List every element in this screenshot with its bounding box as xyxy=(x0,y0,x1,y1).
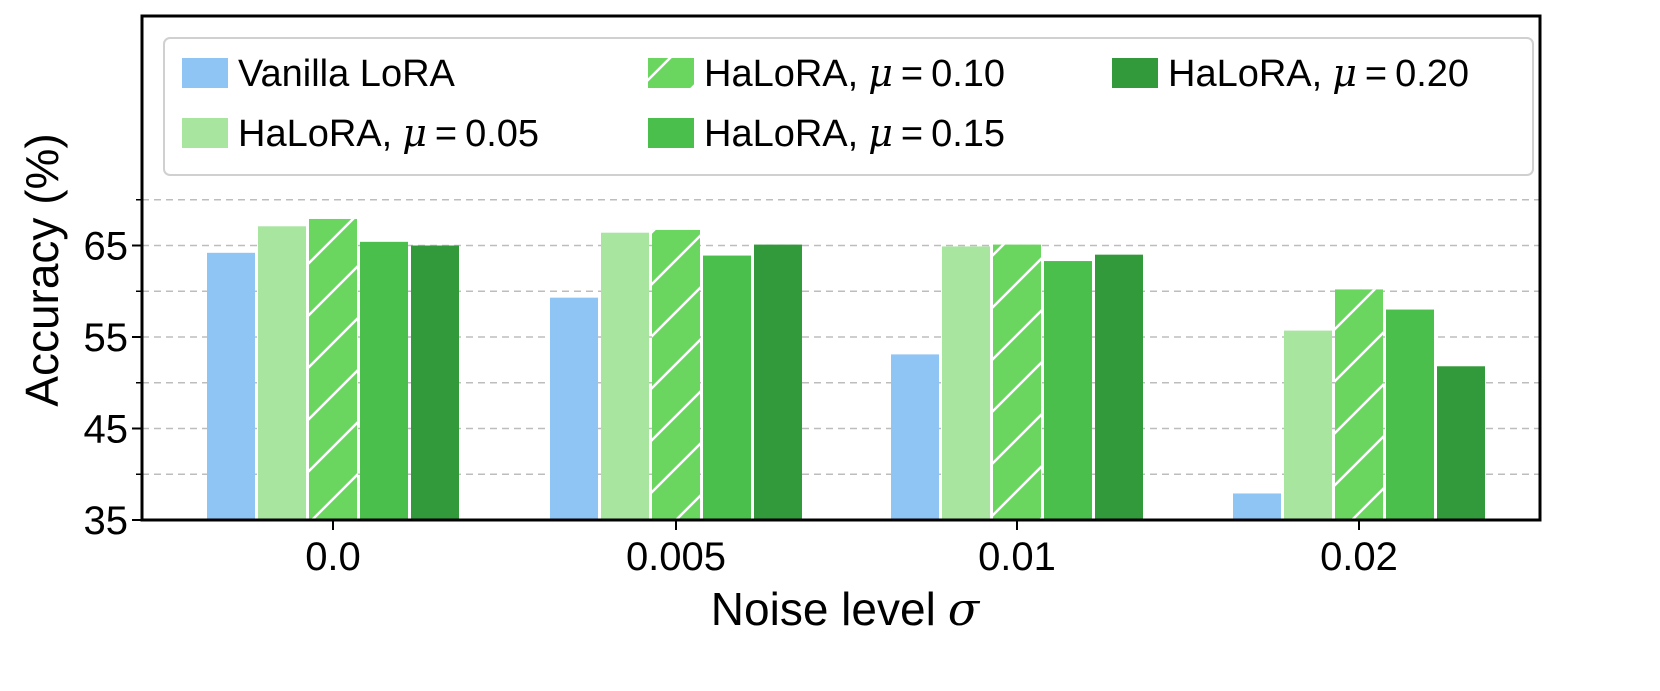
x-tick-label: 0.01 xyxy=(978,535,1056,579)
bar xyxy=(1437,366,1485,520)
bar xyxy=(1284,330,1332,520)
bar xyxy=(1386,309,1434,520)
legend-entry-mu-value: 0.20 xyxy=(1395,53,1469,95)
bar xyxy=(601,232,649,520)
legend-entry-mu-symbol: μ xyxy=(1332,51,1357,95)
legend-entry-mu-symbol: μ xyxy=(402,111,427,155)
axes-layer: 35 45 55 65 0.0 0.005 0.01 0.02 xyxy=(84,14,1542,579)
bar-hatch xyxy=(993,244,1041,520)
bar xyxy=(207,252,255,520)
legend-swatch-hatch xyxy=(648,58,694,88)
y-tick-label: 65 xyxy=(84,225,129,269)
y-tick-label: 55 xyxy=(84,316,129,360)
y-tick-label: 35 xyxy=(84,499,129,543)
axis-labels: Noise level σ Accuracy (%) xyxy=(16,133,981,636)
bar xyxy=(1095,254,1143,520)
legend-entry-label: HaLoRA, μ = 0.15 xyxy=(704,111,1005,155)
bar xyxy=(891,354,939,520)
legend-entry-mu-value: 0.05 xyxy=(465,113,539,155)
x-axis-label-symbol: σ xyxy=(948,582,981,636)
legend-entry-prefix: HaLoRA, xyxy=(1168,53,1322,95)
legend-entry-label: HaLoRA, μ = 0.05 xyxy=(238,111,539,155)
y-tick-label: 45 xyxy=(84,408,129,452)
legend-swatch xyxy=(182,118,228,148)
legend-entry-prefix: HaLoRA, xyxy=(238,113,392,155)
legend-entry-prefix: HaLoRA, xyxy=(704,113,858,155)
legend-entry-mu-symbol: μ xyxy=(868,111,893,155)
legend-entry-prefix: Vanilla LoRA xyxy=(238,53,456,95)
legend-box xyxy=(163,37,1534,176)
x-axis-label: Noise level σ xyxy=(711,582,981,636)
bar xyxy=(942,246,990,521)
bar-hatch xyxy=(309,218,357,520)
legend-entry-equals: = xyxy=(901,53,923,95)
bar xyxy=(754,244,802,520)
bar xyxy=(1044,261,1092,520)
legend-swatch xyxy=(648,118,694,148)
legend-swatch xyxy=(1112,58,1158,88)
legend-entry-mu-symbol: μ xyxy=(868,51,893,95)
bar xyxy=(411,245,459,520)
bar-hatch xyxy=(1335,289,1383,520)
bar xyxy=(1233,493,1281,520)
legend-entry-label: HaLoRA, μ = 0.20 xyxy=(1168,51,1469,95)
x-tick-label: 0.005 xyxy=(626,535,726,579)
bar xyxy=(360,241,408,520)
legend-entry-mu-value: 0.15 xyxy=(931,113,1005,155)
legend-entry-equals: = xyxy=(1365,53,1387,95)
legend-entry-equals: = xyxy=(435,113,457,155)
x-axis-label-text: Noise level xyxy=(711,583,936,635)
legend-entry-label: HaLoRA, μ = 0.10 xyxy=(704,51,1005,95)
bar xyxy=(258,226,306,520)
x-tick-label: 0.02 xyxy=(1320,535,1398,579)
y-axis-label: Accuracy (%) xyxy=(16,133,68,406)
bar xyxy=(703,255,751,520)
bar-hatch xyxy=(652,229,700,520)
legend-entry-prefix: HaLoRA, xyxy=(704,53,858,95)
legend-entry-equals: = xyxy=(901,113,923,155)
x-tick-label: 0.0 xyxy=(305,535,361,579)
legend-swatch xyxy=(182,58,228,88)
legend-entry-label: Vanilla LoRA xyxy=(238,53,456,95)
legend-entry-mu-value: 0.10 xyxy=(931,53,1005,95)
plot-frame xyxy=(140,14,1542,522)
bars-layer xyxy=(207,218,1485,521)
bar xyxy=(550,297,598,520)
